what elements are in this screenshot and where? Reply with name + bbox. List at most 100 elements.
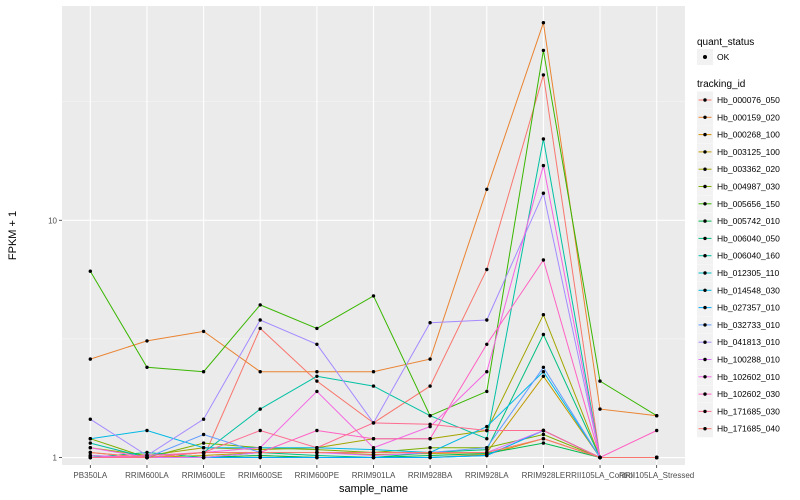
color-legend-label: Hb_000268_100: [717, 130, 780, 140]
data-point: [201, 329, 206, 334]
data-point: [201, 441, 206, 445]
data-point: [201, 432, 206, 437]
color-legend-point: [703, 323, 707, 327]
data-point: [258, 326, 262, 331]
color-legend-point: [703, 115, 707, 120]
data-point: [655, 414, 659, 418]
color-legend-point: [703, 357, 707, 362]
color-legend-point: [703, 409, 707, 414]
x-axis-title: sample_name: [339, 483, 408, 495]
data-point: [201, 446, 206, 450]
data-point: [485, 267, 489, 272]
x-tick-label: RRII105LA_Control: [565, 471, 635, 480]
legend: quant_status tracking_id OK Hb_000076_050…: [697, 37, 780, 438]
color-legend-label: Hb_005742_010: [717, 216, 780, 226]
y-axis-title: FPKM + 1: [7, 211, 19, 260]
x-tick-label: RRIM600PE: [295, 471, 339, 480]
color-legend-label: Hb_041813_010: [717, 337, 780, 347]
data-point: [428, 321, 432, 325]
data-point: [258, 455, 262, 460]
data-point: [371, 437, 376, 441]
color-legend-label: Hb_004987_030: [717, 182, 780, 192]
data-point: [315, 428, 319, 433]
data-point: [485, 187, 489, 191]
data-point: [541, 437, 546, 441]
data-point: [371, 384, 376, 388]
color-legend-label: Hb_100288_010: [717, 355, 780, 365]
x-tick-label: RRIM928LE: [522, 471, 566, 480]
data-point: [485, 370, 489, 374]
color-legend-point: [703, 254, 707, 258]
x-tick-label: RRIM600LE: [182, 471, 226, 480]
color-legend-point: [703, 305, 707, 310]
color-legend-point: [703, 340, 707, 344]
data-point: [315, 370, 319, 374]
color-legend-point: [703, 202, 707, 206]
x-tick-label: RRIM928LA: [465, 471, 509, 480]
color-legend-point: [703, 167, 707, 171]
y-tick-label: 1: [53, 454, 58, 463]
data-point: [485, 318, 489, 322]
color-legend-label: Hb_003125_100: [717, 147, 780, 157]
data-point: [201, 370, 206, 374]
data-point: [541, 21, 546, 25]
data-point: [655, 455, 659, 460]
data-point: [541, 441, 546, 445]
data-point: [201, 450, 206, 455]
x-tick-label: RRIM600LA: [125, 471, 169, 480]
data-point: [315, 455, 319, 460]
data-point: [598, 379, 602, 383]
data-point: [315, 379, 319, 383]
data-point: [598, 407, 602, 411]
data-point: [541, 365, 546, 369]
data-point: [485, 437, 489, 441]
data-point: [485, 453, 489, 458]
data-point: [145, 365, 149, 369]
color-legend-label: Hb_003362_020: [717, 164, 780, 174]
data-point: [541, 137, 546, 141]
data-point: [88, 417, 93, 421]
data-point: [88, 437, 93, 441]
data-point: [145, 455, 149, 460]
data-point: [428, 450, 432, 455]
data-point: [485, 389, 489, 394]
data-point: [541, 163, 546, 168]
data-point: [541, 73, 546, 77]
color-legend-label: Hb_000159_020: [717, 112, 780, 122]
data-point: [541, 432, 546, 437]
color-legend-point: [703, 271, 707, 275]
color-legend-point: [703, 288, 707, 292]
data-point: [541, 191, 546, 195]
color-legend-label: Hb_102602_010: [717, 372, 780, 382]
data-point: [485, 446, 489, 450]
data-point: [201, 455, 206, 460]
data-point: [145, 450, 149, 455]
data-point: [371, 421, 376, 425]
data-point: [428, 414, 432, 418]
x-tick-label: RRIM928BA: [408, 471, 453, 480]
color-legend-label: Hb_000076_050: [717, 95, 780, 105]
color-legend-point: [703, 236, 707, 241]
data-point: [371, 453, 376, 458]
color-legend-label: Hb_006040_160: [717, 251, 780, 261]
data-point: [88, 441, 93, 445]
color-legend-label: Hb_006040_050: [717, 233, 780, 243]
color-legend-point: [703, 150, 707, 154]
data-point: [88, 357, 93, 361]
data-point: [258, 446, 262, 450]
data-point: [428, 437, 432, 441]
shape-legend-title: quant_status: [697, 37, 754, 48]
data-point: [258, 407, 262, 411]
data-point: [541, 258, 546, 262]
data-point: [258, 450, 262, 455]
data-point: [598, 455, 602, 460]
data-point: [258, 303, 262, 307]
data-point: [258, 370, 262, 374]
data-point: [428, 455, 432, 460]
data-point: [315, 374, 319, 378]
data-point: [258, 428, 262, 433]
data-point: [145, 339, 149, 343]
data-point: [315, 446, 319, 450]
data-point: [485, 424, 489, 429]
